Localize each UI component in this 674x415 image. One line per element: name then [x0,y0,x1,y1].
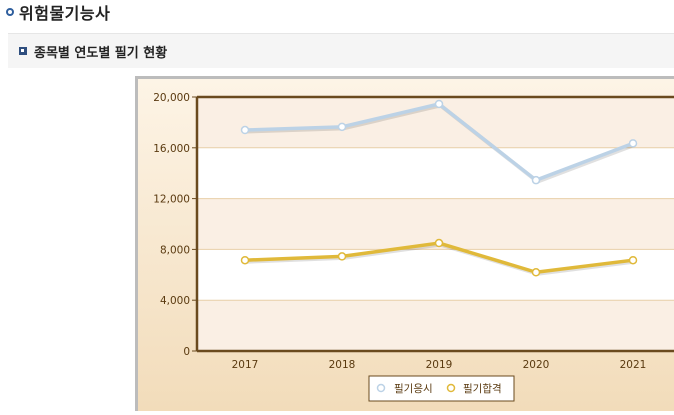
y-tick-label: 4,000 [160,295,190,307]
line-chart: 0 4,000 8,000 12,000 16,000 20,000 2017 2018 20… [135,76,674,411]
square-bullet-icon [19,47,27,55]
x-tick-label: 2018 [329,359,356,371]
y-tick-label: 16,000 [153,143,190,155]
y-tick-label: 20,000 [153,92,190,104]
data-point [240,255,250,265]
x-tick-label: 2020 [523,359,550,371]
legend-box [368,375,515,402]
legend-label-series-1: 필기응시 [394,383,433,395]
data-point [531,268,541,277]
data-point [628,139,638,148]
section-title: 종목별 연도별 필기 현황 [34,45,168,61]
data-point [531,175,541,185]
section-header: 종목별 연도별 필기 현황 [8,33,674,68]
y-tick-label: 12,000 [153,194,190,206]
circle-bullet-icon [6,8,14,16]
x-tick-label: 2021 [620,359,647,371]
data-point [337,122,347,132]
legend-label-series-2: 필기합격 [463,382,502,395]
x-tick-label: 2019 [426,359,453,371]
page-title: 위험물기능사 [6,0,110,24]
legend-marker-series-2 [446,383,456,393]
chart-legend: 필기응시 필기합격 [368,375,515,402]
data-point [337,252,347,261]
x-tick-label: 2017 [232,359,259,371]
data-point [434,238,444,248]
y-tick-label: 0 [183,346,190,358]
data-point [240,125,250,135]
page-title-text: 위험물기능사 [19,4,111,23]
grid-band [197,300,674,351]
chart-frame: 0 4,000 8,000 12,000 16,000 20,000 2017 2018 20… [135,76,674,411]
data-point [628,255,638,265]
legend-marker-series-1 [376,383,386,393]
y-tick-label: 8,000 [160,244,190,256]
data-point [434,99,444,109]
